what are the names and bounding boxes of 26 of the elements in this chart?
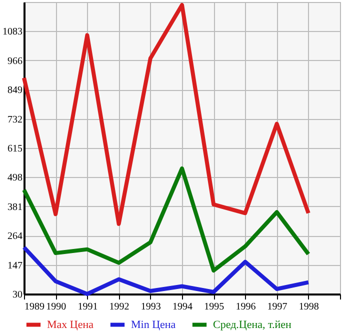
x-tick-label: 1990 [46, 302, 66, 312]
legend-label: Min Цена [131, 318, 176, 331]
y-tick-label: 615 [8, 144, 22, 154]
line-series [22, 166, 310, 273]
y-tick-label: 732 [8, 114, 22, 126]
y-tick-label: 147 [8, 260, 22, 272]
x-tick-label: 1992 [109, 302, 130, 312]
line-series [22, 2, 310, 226]
x-tick-label: 1989 [24, 302, 44, 312]
y-tick-label: 30 [12, 290, 22, 300]
legend-label: Max Цена [47, 318, 94, 331]
y-tick-label: 966 [8, 56, 22, 67]
y-tick-label: 849 [8, 85, 22, 96]
y-tick-label: 264 [8, 231, 22, 242]
x-tick-label: 1993 [140, 302, 161, 312]
x-tick-label: 1991 [78, 302, 98, 312]
y-tick-label: 381 [8, 202, 22, 213]
x-tick-label: 1994 [172, 302, 192, 312]
x-tick-label: 1996 [236, 302, 256, 312]
line-series [22, 245, 310, 296]
y-tick-label: 1083 [2, 26, 22, 38]
x-tick-label: 1995 [204, 302, 224, 312]
legend-label: Сред.Цена, т.йен [213, 318, 292, 331]
x-tick-label: 1998 [298, 302, 319, 312]
x-tick-label: 1997 [267, 302, 288, 312]
y-tick-label: 498 [8, 172, 22, 184]
